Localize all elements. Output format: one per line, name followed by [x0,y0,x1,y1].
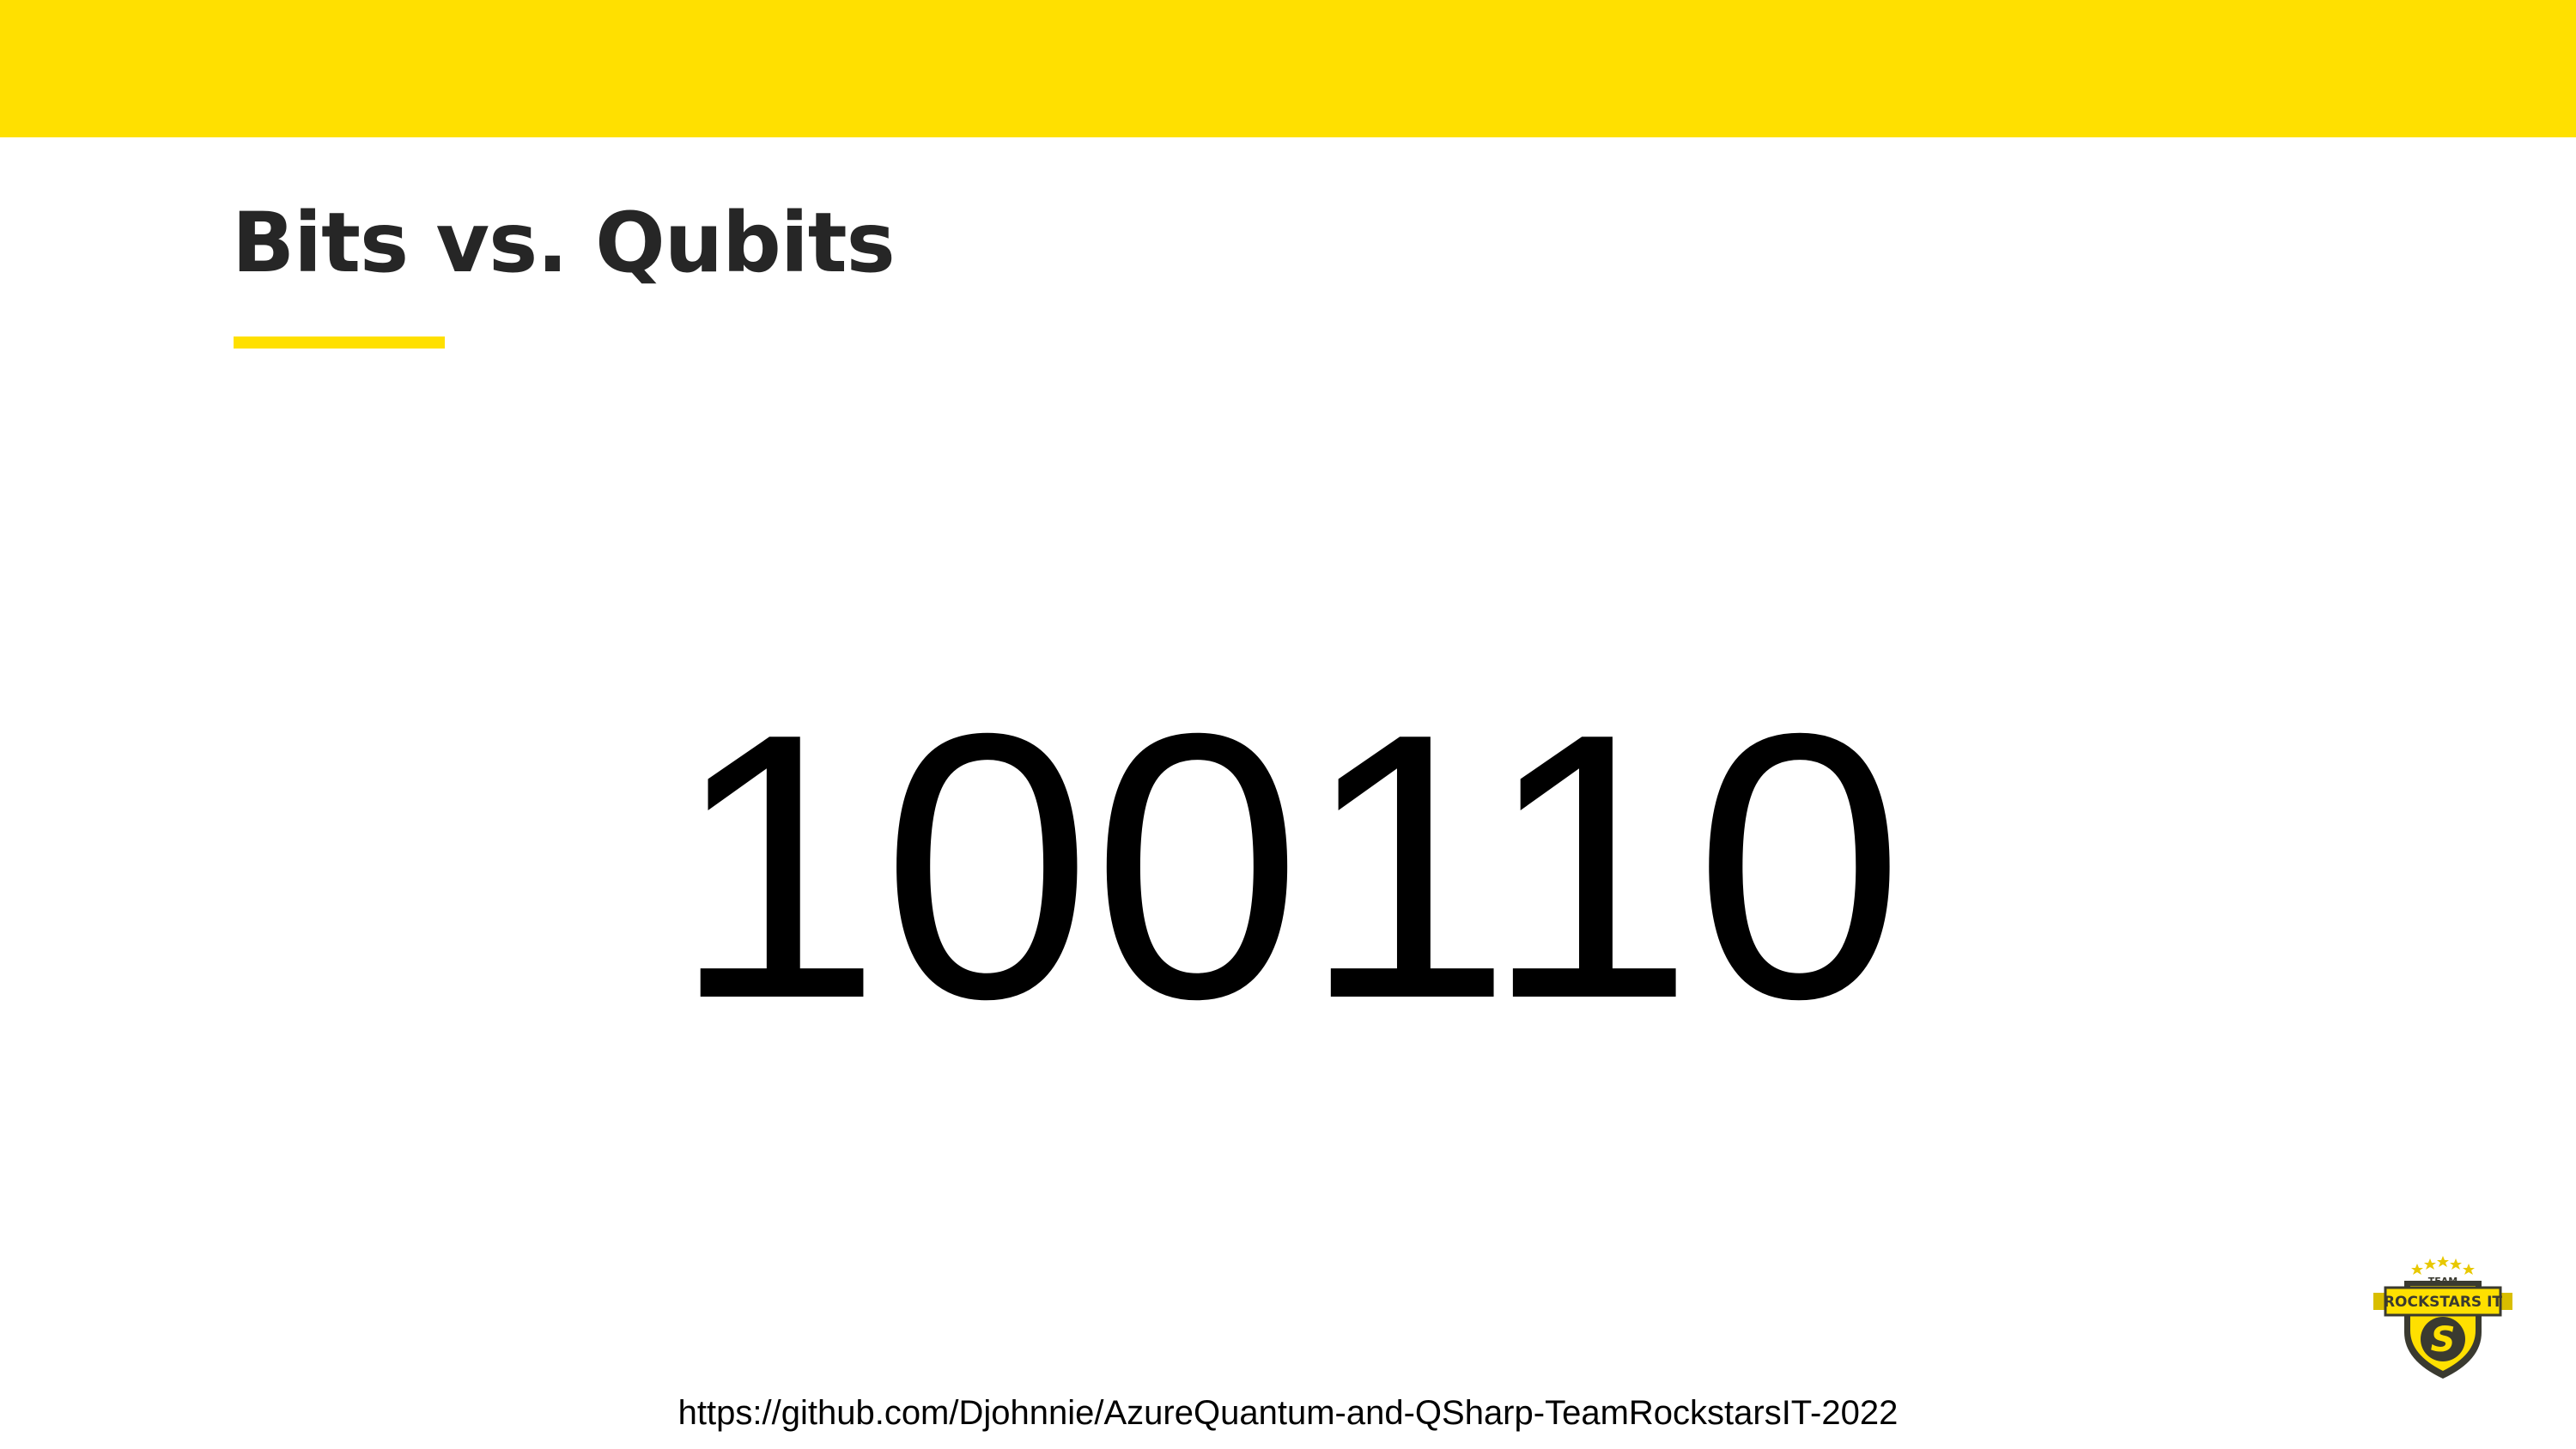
top-accent-bar [0,0,2576,137]
badge-top-text: TEAM [2428,1276,2458,1287]
binary-value: 100110 [671,656,1905,1077]
title-underline [234,336,445,349]
badge-banner-text: ROCKSTARS IT [2384,1294,2502,1311]
footer-github-link[interactable]: https://github.com/Djohnnie/AzureQuantum… [677,1394,1899,1432]
slide-title: Bits vs. Qubits [232,195,896,291]
badge-emblem-letter: S [2431,1320,2456,1360]
team-rockstars-it-badge-icon: S TEAM ROCKSTARS IT [2373,1256,2512,1379]
